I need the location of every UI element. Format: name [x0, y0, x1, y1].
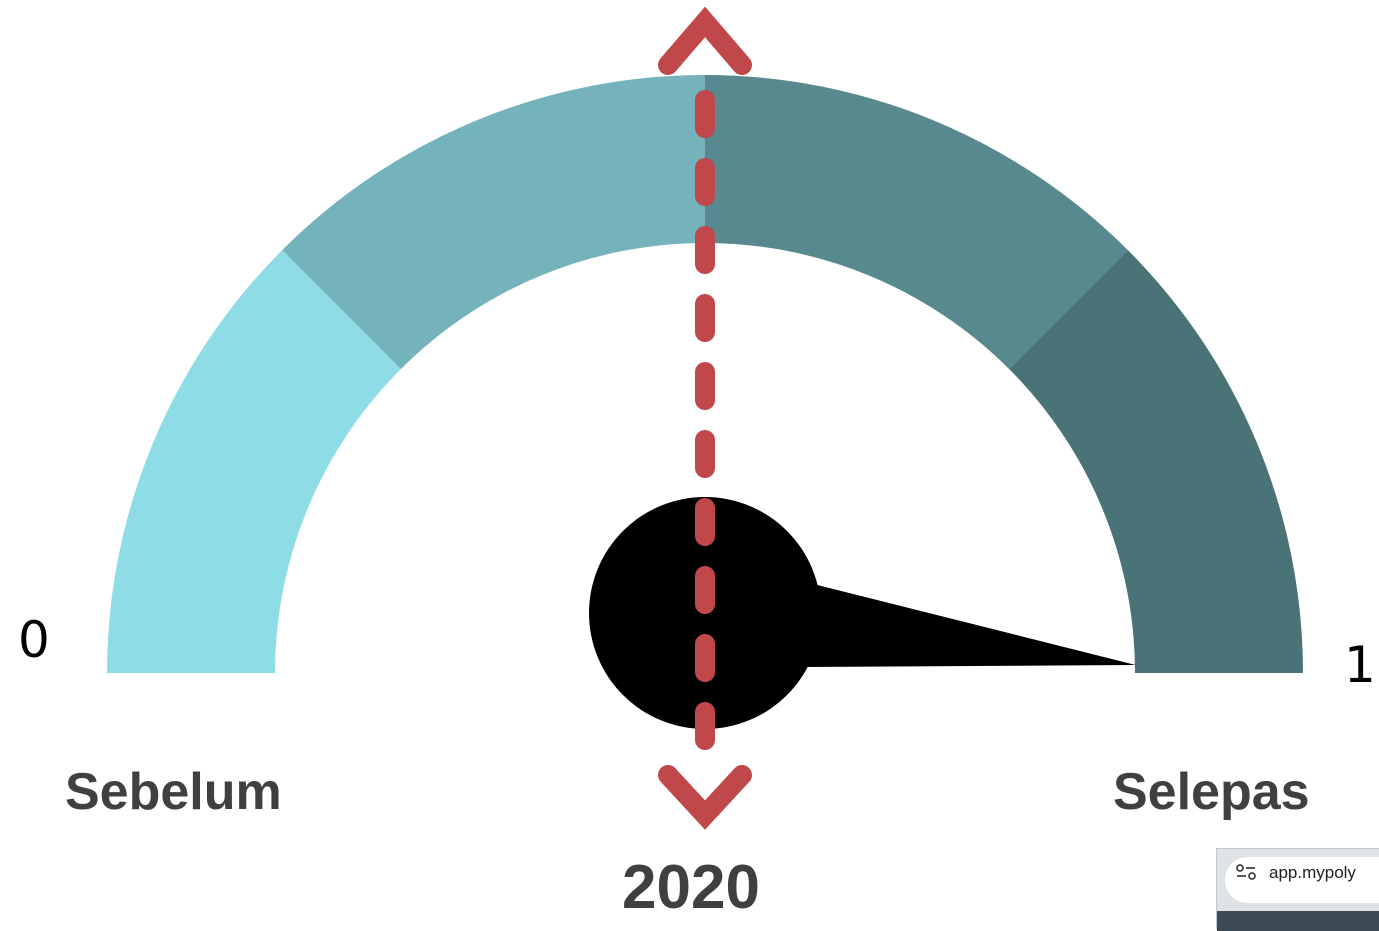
arrow-head-up [658, 6, 752, 75]
needle-pointer [698, 558, 1136, 668]
gauge-segment-4 [1009, 250, 1303, 673]
gauge-arc [107, 75, 1303, 673]
year-label: 2020 [622, 853, 760, 922]
browser-address-bar: app.mypoly [1216, 848, 1379, 931]
tune-icon[interactable] [1235, 863, 1257, 881]
scale-max-label: 1 [1344, 636, 1376, 694]
gauge-needle [589, 497, 1136, 729]
gauge-segment-2 [282, 75, 705, 369]
scale-min-label: 0 [18, 611, 50, 669]
browser-toolbar-strip [1217, 911, 1379, 931]
url-pill[interactable] [1225, 857, 1379, 903]
arrow-head-down [658, 765, 752, 830]
before-label: Sebelum [65, 763, 282, 821]
url-text: app.mypoly [1269, 863, 1356, 882]
after-label: Selepas [1113, 763, 1310, 821]
gauge-segment-3 [705, 75, 1128, 369]
timeline-arrow [658, 6, 752, 830]
gauge-segment-1 [107, 250, 401, 673]
